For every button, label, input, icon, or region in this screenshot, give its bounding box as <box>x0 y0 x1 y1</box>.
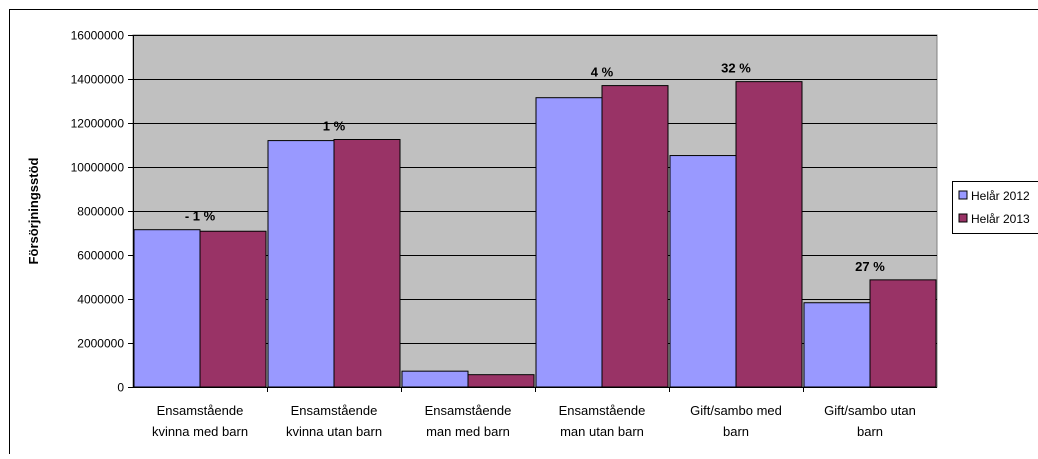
change-annotation: 1 % <box>323 119 346 134</box>
x-category-label: Gift/sambo utan <box>824 403 916 418</box>
x-category-label: man utan barn <box>560 424 644 439</box>
x-category-label: Ensamstående <box>425 403 512 418</box>
bar-hel-r-2012-cat3 <box>402 371 468 387</box>
bar-hel-r-2012-cat1 <box>134 230 200 387</box>
y-tick-label: 4000000 <box>77 293 124 307</box>
bar-hel-r-2012-cat6 <box>804 303 870 387</box>
y-tick-label: 6000000 <box>77 249 124 263</box>
y-tick-label: 8000000 <box>77 205 124 219</box>
bar-hel-r-2013-cat6 <box>870 280 936 387</box>
change-annotation: 4 % <box>591 65 614 80</box>
bar-hel-r-2012-cat4 <box>536 98 602 387</box>
y-tick-label: 14000000 <box>71 73 125 87</box>
bar-hel-r-2013-cat2 <box>334 140 400 388</box>
bar-hel-r-2013-cat1 <box>200 231 266 387</box>
x-category-label: Gift/sambo med <box>690 403 782 418</box>
legend-swatch <box>959 191 967 199</box>
x-category-label: barn <box>857 424 883 439</box>
bar-hel-r-2012-cat5 <box>670 156 736 387</box>
bar-hel-r-2013-cat5 <box>736 82 802 387</box>
x-category-label: barn <box>723 424 749 439</box>
y-tick-label: 0 <box>117 381 124 395</box>
legend-swatch <box>959 214 967 222</box>
change-annotation: 32 % <box>721 61 751 76</box>
y-tick-label: 12000000 <box>71 117 125 131</box>
x-category-label: man med barn <box>426 424 510 439</box>
x-category-label: Ensamstående <box>157 403 244 418</box>
x-category-label: Ensamstående <box>291 403 378 418</box>
x-category-label: kvinna med barn <box>152 424 248 439</box>
legend-label: Helår 2012 <box>971 189 1030 203</box>
y-tick-label: 2000000 <box>77 337 124 351</box>
bar-hel-r-2012-cat2 <box>268 141 334 387</box>
x-category-label: Ensamstående <box>559 403 646 418</box>
y-tick-label: 10000000 <box>71 161 125 175</box>
x-category-label: kvinna utan barn <box>286 424 382 439</box>
bar-hel-r-2013-cat3 <box>468 375 534 387</box>
legend-label: Helår 2013 <box>971 212 1030 226</box>
y-axis-label: Försörjningsstöd <box>26 157 41 264</box>
y-tick-label: 16000000 <box>71 29 125 43</box>
change-annotation: - 1 % <box>185 209 216 224</box>
change-annotation: 27 % <box>855 259 885 274</box>
bar-hel-r-2013-cat4 <box>602 86 668 387</box>
